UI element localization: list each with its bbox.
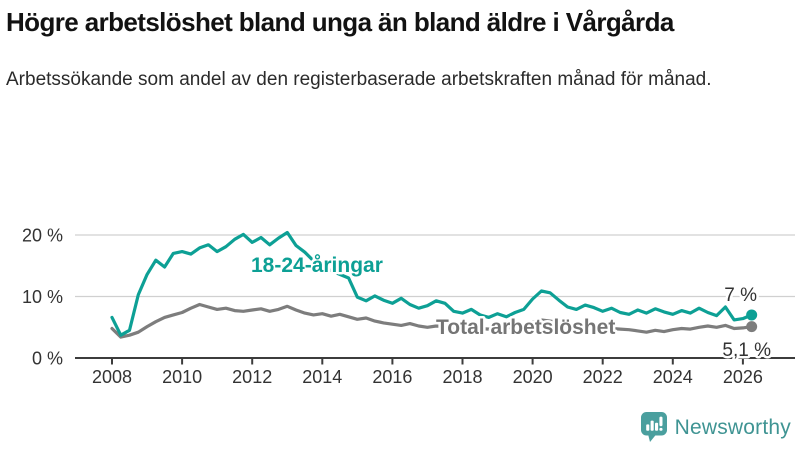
series-label-young: 18-24-åringar — [251, 254, 383, 277]
chart-title: Högre arbetslöshet bland unga än bland ä… — [6, 7, 674, 37]
x-tick-label: 2022 — [583, 367, 623, 387]
x-tick-label: 2016 — [372, 367, 412, 387]
x-tick-label: 2008 — [92, 367, 132, 387]
line-chart: 0 % 10 % 20 % 2008 2010 2012 2014 2016 2018 2020 2… — [0, 200, 800, 410]
y-tick-label: 10 % — [22, 287, 63, 307]
x-tick-label: 2018 — [442, 367, 482, 387]
series-end-dot — [746, 321, 758, 333]
newsworthy-logo-text: Newsworthy — [674, 415, 791, 439]
y-tick-label: 0 % — [32, 349, 63, 369]
x-tick-label: 2014 — [302, 367, 342, 387]
chart-subtitle: Arbetssökande som andel av den registerb… — [6, 68, 712, 90]
x-tick-label: 2012 — [232, 367, 272, 387]
y-tick-label: 20 % — [22, 226, 63, 246]
x-tick-label: 2010 — [162, 367, 202, 387]
newsworthy-logo-icon — [640, 412, 667, 442]
newsworthy-logo[interactable]: Newsworthy — [640, 411, 791, 444]
series-label-total: Total arbetslöshet — [436, 316, 615, 339]
end-value-label-young: 7 % — [724, 285, 757, 306]
series-end-dot — [746, 309, 758, 321]
end-value-label-total: 5,1 % — [722, 340, 771, 361]
x-tick-label: 2024 — [653, 367, 693, 387]
series-line — [110, 230, 754, 337]
x-tick-label: 2020 — [513, 367, 553, 387]
chart-header: Högre arbetslöshet bland unga än bland ä… — [6, 6, 794, 93]
chart-canvas: 0 % 10 % 20 % 2008 2010 2012 2014 2016 2018 2020 2… — [22, 226, 795, 387]
x-tick-label: 2026 — [723, 367, 763, 387]
series-line — [110, 302, 754, 339]
